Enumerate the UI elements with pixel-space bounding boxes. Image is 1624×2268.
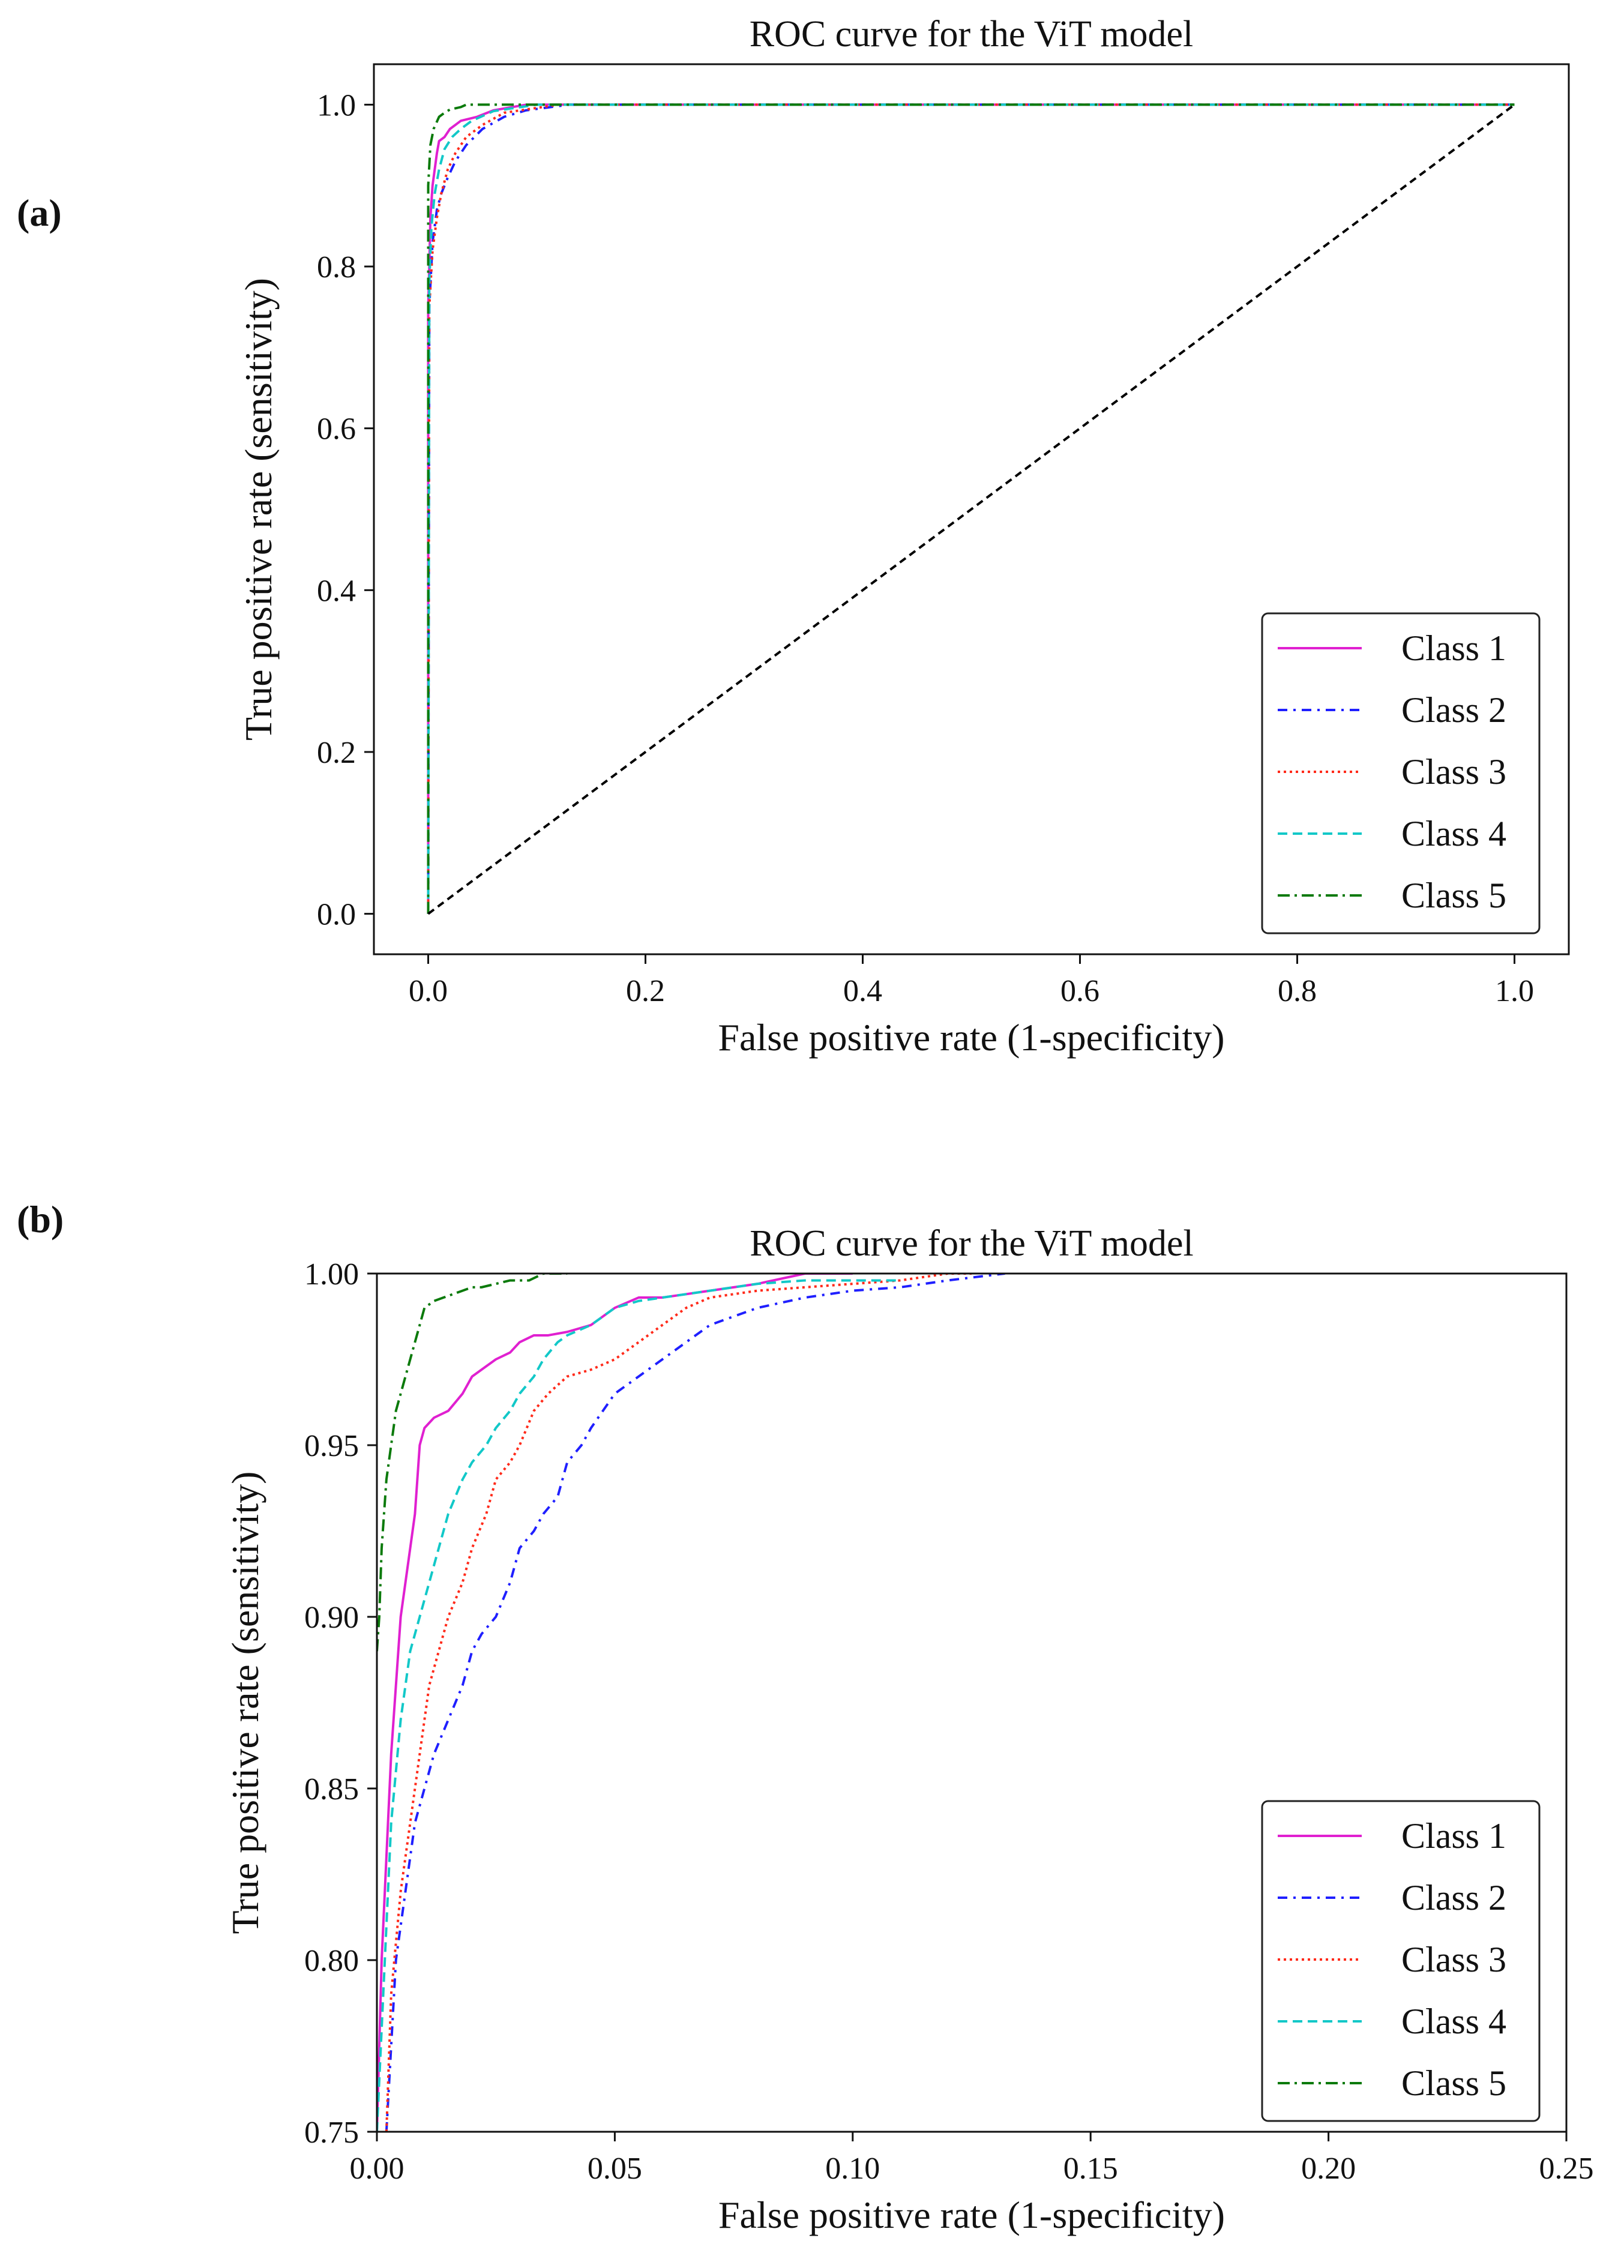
y-tick-label: 0.75 xyxy=(304,2116,359,2150)
series-line-class-4 xyxy=(427,103,1515,914)
plot-frame xyxy=(373,63,1570,955)
legend-label-class-4: Class 4 xyxy=(1401,2002,1506,2041)
y-tick-label: 0.0 xyxy=(317,898,356,932)
y-tick-label: 0.85 xyxy=(304,1772,359,1806)
legend-label-class-5: Class 5 xyxy=(1401,876,1506,915)
x-tick-label: 1.0 xyxy=(1495,974,1534,1008)
series-line-class-4 xyxy=(377,1279,901,2132)
legend-label-class-3: Class 3 xyxy=(1401,1940,1506,1979)
series-line-class-5 xyxy=(427,103,1515,914)
y-tick-label: 0.80 xyxy=(304,1944,359,1978)
series-line-class-3 xyxy=(385,1274,972,2132)
y-axis-label: True positive rate (sensitivity) xyxy=(224,1472,266,1934)
x-axis-label: False positive rate (1-specificity) xyxy=(718,1016,1224,1059)
x-axis-label: False positive rate (1-specificity) xyxy=(718,2194,1225,2236)
series-line-class-2 xyxy=(385,1274,1005,2132)
x-tick-label: 0.15 xyxy=(1063,2152,1118,2186)
series-line-class-1 xyxy=(377,1274,853,2132)
legend: Class 1 Class 2 Class 3 Class 4 Class 5 xyxy=(1261,612,1541,934)
y-tick-label: 0.2 xyxy=(317,736,356,770)
y-axis-label: True positive rate (sensitivity) xyxy=(237,278,280,741)
series-line-class-2 xyxy=(427,103,1515,914)
x-tick-label: 0.4 xyxy=(843,974,882,1008)
x-tick-label: 0.10 xyxy=(825,2152,880,2186)
y-tick-label: 1.0 xyxy=(317,88,356,122)
x-tick-label: 0.0 xyxy=(409,974,448,1008)
x-tick-label: 0.05 xyxy=(588,2152,642,2186)
legend-label-class-4: Class 4 xyxy=(1401,814,1506,853)
x-tick-label: 0.6 xyxy=(1060,974,1099,1008)
series-group xyxy=(377,1274,1005,2132)
chart-title: ROC curve for the ViT model xyxy=(750,14,1194,55)
legend-label-class-5: Class 5 xyxy=(1401,2063,1506,2103)
x-tick-label: 0.25 xyxy=(1539,2152,1594,2186)
roc-chart-zoom: ROC curve for the ViT model 0.00 0.05 0.10 0… xyxy=(224,1223,1594,2236)
plot-frame xyxy=(376,1272,1568,2133)
y-tick-label: 0.95 xyxy=(304,1429,359,1463)
legend-box xyxy=(1261,1800,1541,2122)
panel-label-a: (a) xyxy=(17,191,62,234)
legend-label-class-2: Class 2 xyxy=(1401,1878,1506,1918)
panel-label-b: (b) xyxy=(17,1198,64,1241)
y-tick-label: 0.8 xyxy=(317,250,356,284)
x-tick-label: 0.20 xyxy=(1301,2152,1356,2186)
legend-label-class-1: Class 1 xyxy=(1401,628,1506,668)
y-tick-label: 0.4 xyxy=(317,574,356,608)
x-tick-label: 0.00 xyxy=(350,2152,404,2186)
legend: Class 1 Class 2 Class 3 Class 4 Class 5 xyxy=(1261,1800,1541,2122)
legend-label-class-1: Class 1 xyxy=(1401,1816,1506,1856)
legend-box xyxy=(1261,612,1541,934)
series-group xyxy=(427,103,1515,915)
series-line-chance xyxy=(427,103,1515,915)
roc-chart-full: ROC curve for the ViT model 0.0 0.2 0.4 0.6 0… xyxy=(237,14,1570,1059)
y-tick-label: 0.90 xyxy=(304,1601,359,1635)
x-tick-label: 0.8 xyxy=(1278,974,1317,1008)
legend-label-class-2: Class 2 xyxy=(1401,690,1506,730)
series-line-class-5 xyxy=(377,1274,568,1652)
legend-label-class-3: Class 3 xyxy=(1401,752,1506,792)
y-tick-label: 0.6 xyxy=(317,412,356,447)
chart-title: ROC curve for the ViT model xyxy=(750,1223,1194,1264)
x-tick-label: 0.2 xyxy=(626,974,665,1008)
y-tick-label: 1.00 xyxy=(304,1257,359,1292)
